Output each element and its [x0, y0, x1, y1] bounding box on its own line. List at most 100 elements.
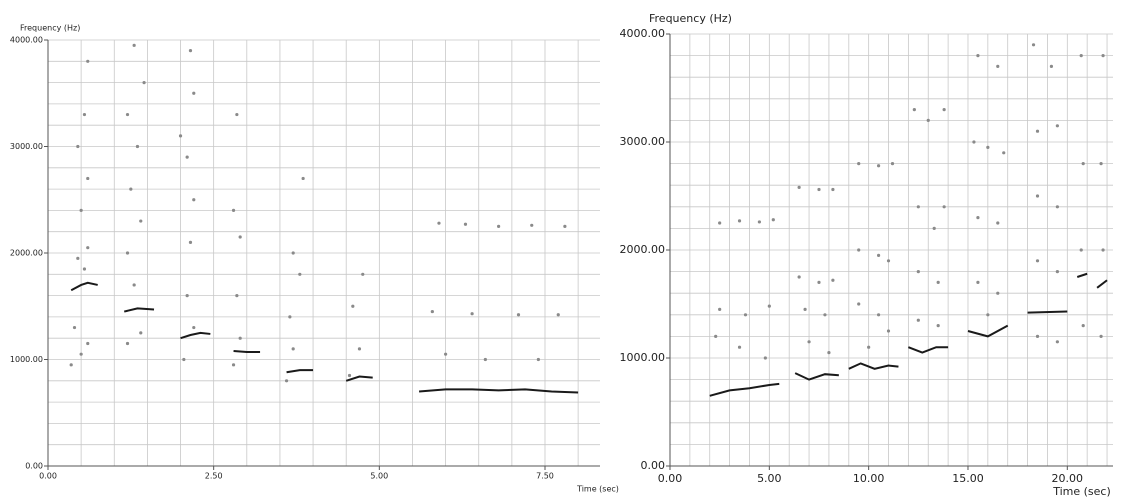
formant-dot: [82, 267, 87, 271]
formant-dot: [886, 329, 891, 333]
formant-dot: [1099, 162, 1103, 166]
y-tick-label: 0.00: [641, 459, 666, 472]
formant-dot: [771, 218, 775, 222]
formant-dot: [79, 352, 83, 356]
formant-dot: [192, 325, 196, 330]
formant-dot: [767, 304, 771, 308]
formant-dot: [942, 108, 946, 112]
y-tick-label: 0.00: [25, 462, 43, 471]
formant-dot: [86, 59, 90, 63]
formant-dot: [932, 226, 936, 230]
formant-dot: [301, 176, 305, 181]
formant-dot: [125, 341, 130, 346]
formant-dot: [1049, 64, 1054, 68]
y-axis-title: Frequency (Hz): [20, 24, 80, 33]
x-tick-label: 5.00: [757, 472, 782, 485]
formant-dot: [86, 246, 90, 250]
pitch-contour: [233, 349, 261, 354]
formant-dot: [76, 256, 80, 260]
formant-dot: [743, 313, 748, 317]
formant-dot: [890, 162, 895, 166]
formant-dot: [857, 302, 861, 306]
formant-dot: [857, 248, 861, 252]
formant-dot: [86, 341, 90, 346]
y-tick-label: 2000.00: [620, 243, 666, 256]
formant-dot: [536, 357, 540, 362]
formant-dot: [718, 307, 722, 311]
formant-dot: [132, 43, 136, 47]
formant-dot: [351, 304, 355, 308]
formant-dot: [1035, 259, 1040, 263]
pitch-contour: [345, 375, 373, 382]
pitch-contour: [1076, 272, 1088, 278]
formant-dot: [483, 357, 487, 362]
formant-dot: [757, 220, 761, 224]
formant-dot: [1079, 54, 1083, 58]
formant-dot: [139, 331, 143, 335]
formant-dot: [936, 324, 940, 328]
formant-dot: [916, 318, 920, 322]
formant-dot: [1055, 340, 1059, 344]
formant-dot: [125, 251, 130, 255]
formant-dot: [1035, 129, 1040, 133]
x-axis-title: Time (sec): [576, 485, 619, 494]
formant-dot: [178, 134, 183, 138]
formant-dot: [291, 251, 295, 255]
formant-dot: [831, 187, 835, 192]
x-axis-title: Time (sec): [1052, 485, 1111, 498]
formant-dot: [142, 81, 146, 85]
pitch-contour: [794, 372, 839, 381]
formant-dot: [1099, 334, 1103, 338]
formant-dot: [996, 64, 1000, 68]
formant-dot: [231, 208, 236, 212]
formant-dot: [936, 280, 940, 284]
formant-dot: [132, 283, 136, 287]
formant-dot: [357, 347, 362, 351]
pitch-contour: [1096, 279, 1108, 289]
formant-dot: [470, 312, 474, 316]
formant-dot: [139, 219, 143, 223]
formant-dot: [192, 198, 196, 202]
formant-dot: [1035, 194, 1040, 198]
y-tick-label: 4000.00: [620, 27, 666, 40]
formant-dot: [284, 379, 289, 383]
formant-dot: [926, 118, 930, 122]
formant-dot: [298, 272, 302, 276]
x-tick-label: 0.00: [658, 472, 683, 485]
pitch-contour: [419, 388, 579, 394]
formant-dot: [1055, 124, 1059, 128]
formant-dot: [185, 294, 189, 298]
pitch-contour: [70, 281, 98, 292]
formant-dot: [996, 221, 1000, 225]
formant-dot: [1101, 248, 1105, 252]
formant-dot: [737, 219, 742, 223]
formant-dot: [886, 259, 891, 263]
formant-dot: [823, 313, 827, 317]
x-tick-label: 5.00: [370, 472, 388, 481]
formant-dot: [797, 275, 801, 279]
formant-dot: [817, 280, 821, 284]
y-tick-label: 2000.00: [10, 249, 43, 258]
formant-dot: [916, 270, 920, 274]
pitch-contour: [709, 382, 780, 397]
pitch-contour: [123, 307, 155, 313]
formant-dot: [76, 144, 80, 149]
pitch-contour: [1027, 310, 1068, 314]
formant-dot: [188, 49, 193, 53]
formant-dot: [69, 363, 73, 367]
formant-dot: [192, 91, 196, 95]
formant-dot: [1035, 334, 1040, 338]
x-tick-label: 7.50: [536, 472, 554, 481]
formant-dot: [763, 356, 767, 360]
y-tick-label: 3000.00: [620, 135, 666, 148]
formant-dot: [238, 336, 242, 340]
formant-dot: [876, 164, 881, 168]
formant-dot: [714, 334, 718, 338]
formant-dot: [976, 54, 980, 58]
formant-dot: [718, 221, 722, 225]
formant-dot: [437, 221, 441, 225]
formant-dot: [803, 307, 807, 311]
formant-dot: [1081, 162, 1085, 166]
y-tick-label: 1000.00: [10, 355, 43, 364]
